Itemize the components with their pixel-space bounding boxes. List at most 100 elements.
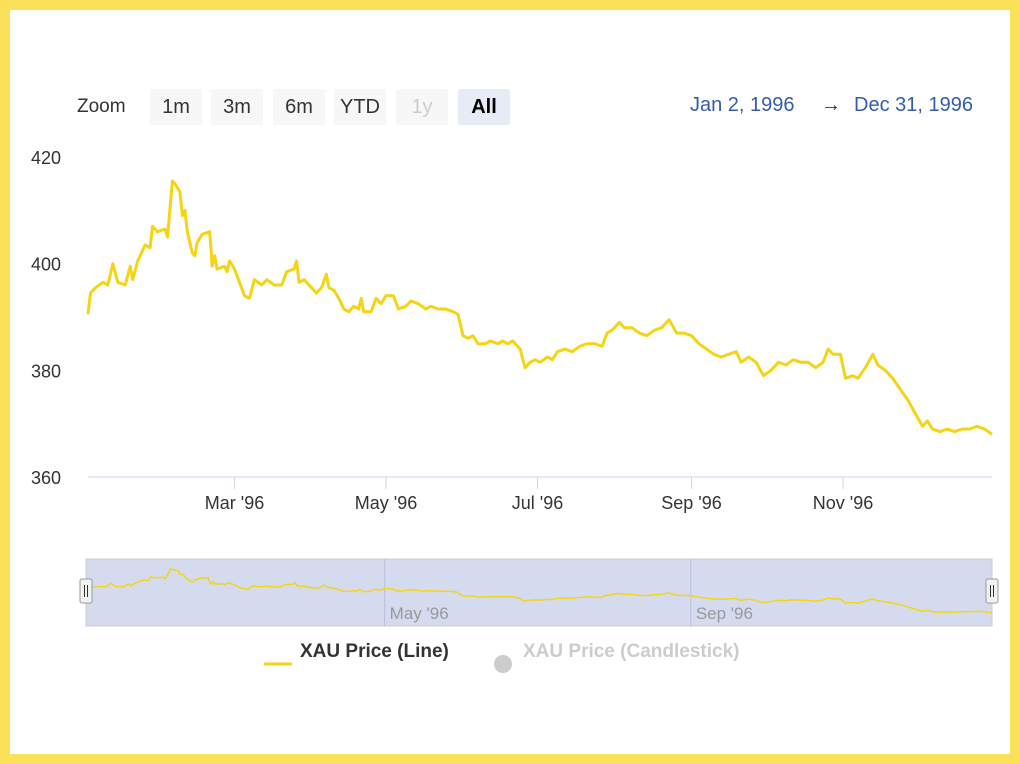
price-point[interactable] [968,427,972,431]
price-point[interactable] [86,312,90,316]
price-point[interactable] [727,352,731,356]
price-point[interactable] [302,278,306,282]
price-point[interactable] [285,270,289,274]
price-point[interactable] [682,331,686,335]
price-point[interactable] [528,360,532,364]
price-point[interactable] [605,331,609,335]
price-point[interactable] [563,347,567,351]
price-point[interactable] [851,374,855,378]
price-point[interactable] [550,358,554,362]
price-point[interactable] [660,326,664,330]
price-point[interactable] [193,254,197,258]
price-point[interactable] [404,304,408,308]
price-point[interactable] [233,267,237,271]
price-point[interactable] [315,291,319,295]
price-point[interactable] [891,376,895,380]
price-point[interactable] [143,243,147,247]
price-point[interactable] [975,424,979,428]
price-point[interactable] [295,259,299,263]
price-point[interactable] [128,264,132,268]
price-point[interactable] [180,214,184,218]
price-point[interactable] [101,280,105,284]
price-point[interactable] [913,411,917,415]
price-point[interactable] [960,427,964,431]
navigator-handle-left[interactable] [79,578,93,604]
price-point[interactable] [734,350,738,354]
price-point[interactable] [424,307,428,311]
price-point[interactable] [747,355,751,359]
price-point[interactable] [618,320,622,324]
price-point[interactable] [488,339,492,343]
price-point[interactable] [466,336,470,340]
price-point[interactable] [185,230,189,234]
price-point[interactable] [523,366,527,370]
price-point[interactable] [297,280,301,284]
price-point[interactable] [342,307,346,311]
price-point[interactable] [906,398,910,402]
price-point[interactable] [213,254,217,258]
range-from-input[interactable]: Jan 2, 1996 [690,94,795,116]
price-point[interactable] [826,347,830,351]
price-point[interactable] [754,360,758,364]
price-point[interactable] [89,291,93,295]
price-point[interactable] [200,232,204,236]
zoom-ytd-button[interactable]: YTD [334,89,386,125]
price-point[interactable] [784,363,788,367]
price-point[interactable] [712,352,716,356]
price-point[interactable] [983,427,987,431]
price-point[interactable] [652,328,656,332]
price-point[interactable] [585,342,589,346]
price-point[interactable] [123,283,127,287]
zoom-3m-button[interactable]: 3m [211,89,263,125]
price-point[interactable] [166,235,170,239]
price-point[interactable] [593,342,597,346]
price-point[interactable] [578,344,582,348]
price-point[interactable] [416,302,420,306]
zoom-1m-button[interactable]: 1m [150,89,202,125]
price-point[interactable] [228,259,232,263]
price-point[interactable] [610,328,614,332]
price-point[interactable] [131,278,135,282]
price-point[interactable] [320,286,324,290]
price-point[interactable] [208,230,212,234]
price-point[interactable] [791,358,795,362]
price-point[interactable] [719,355,723,359]
price-point[interactable] [173,182,177,186]
price-point[interactable] [821,360,825,364]
price-point[interactable] [178,190,182,194]
price-point[interactable] [844,376,848,380]
price-point[interactable] [839,352,843,356]
price-point[interactable] [898,387,902,391]
price-point[interactable] [392,294,396,298]
price-point[interactable] [476,342,480,346]
price-point[interactable] [280,283,284,287]
zoom-1y-button[interactable]: 1y [396,89,448,125]
price-point[interactable] [496,342,500,346]
price-point[interactable] [247,296,251,300]
price-point[interactable] [506,342,510,346]
price-point[interactable] [570,350,574,354]
price-point[interactable] [546,355,550,359]
price-point[interactable] [704,347,708,351]
price-point[interactable] [690,334,694,338]
price-point[interactable] [461,334,465,338]
price-point[interactable] [769,368,773,372]
price-point[interactable] [292,267,296,271]
price-point[interactable] [332,288,336,292]
price-point[interactable] [327,286,331,290]
price-point[interactable] [444,307,448,311]
legend-item-line[interactable]: XAU Price (Line) [300,641,449,662]
price-point[interactable] [148,246,152,250]
price-point[interactable] [156,230,160,234]
price-point[interactable] [876,363,880,367]
price-point[interactable] [871,352,875,356]
price-point[interactable] [252,278,256,282]
price-point[interactable] [799,360,803,364]
price-point[interactable] [260,283,264,287]
price-point[interactable] [272,283,276,287]
price-point[interactable] [697,342,701,346]
price-point[interactable] [225,270,229,274]
range-to-input[interactable]: Dec 31, 1996 [854,94,973,116]
price-point[interactable] [863,366,867,370]
price-point[interactable] [511,339,515,343]
